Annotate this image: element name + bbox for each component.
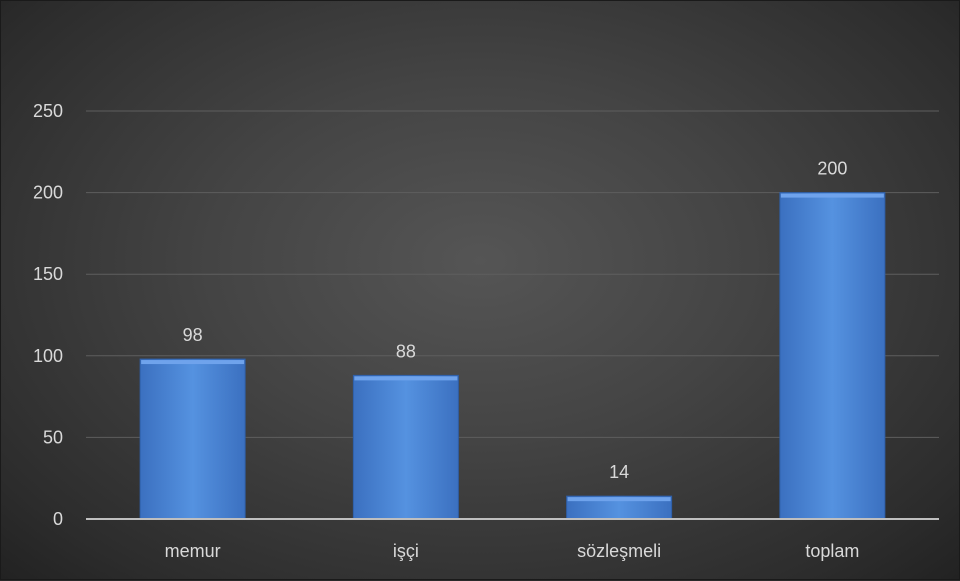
y-tick-label: 0 — [53, 509, 63, 529]
data-label-işçi: 88 — [396, 341, 416, 361]
x-axis-categories: memur işçi sözleşmeli toplam — [165, 541, 860, 561]
bar-bevel — [354, 376, 458, 381]
bar-bevel — [780, 193, 884, 198]
x-category-label: sözleşmeli — [577, 541, 661, 561]
bar-rect — [139, 358, 246, 520]
bar-rect — [779, 192, 886, 520]
data-label-sözleşmeli: 14 — [609, 462, 629, 482]
bar-bevel — [567, 497, 671, 502]
data-label-memur: 98 — [183, 325, 203, 345]
data-labels: 98 88 14 200 — [183, 159, 848, 483]
x-category-label: toplam — [805, 541, 859, 561]
bar-rect — [352, 374, 459, 520]
bars — [139, 192, 886, 520]
x-category-label: memur — [165, 541, 221, 561]
y-tick-label: 200 — [33, 183, 63, 203]
y-tick-label: 50 — [43, 427, 63, 447]
y-tick-label: 250 — [33, 101, 63, 121]
data-label-toplam: 200 — [817, 159, 847, 179]
y-tick-label: 100 — [33, 346, 63, 366]
bar-toplam — [779, 192, 886, 520]
bar-sözleşmeli — [566, 495, 673, 520]
bar-bevel — [141, 360, 245, 365]
bar-işçi — [352, 374, 459, 520]
x-category-label: işçi — [393, 541, 419, 561]
y-axis-ticks: 0 50 100 150 200 250 — [33, 101, 63, 529]
bar-memur — [139, 358, 246, 520]
y-tick-label: 150 — [33, 264, 63, 284]
